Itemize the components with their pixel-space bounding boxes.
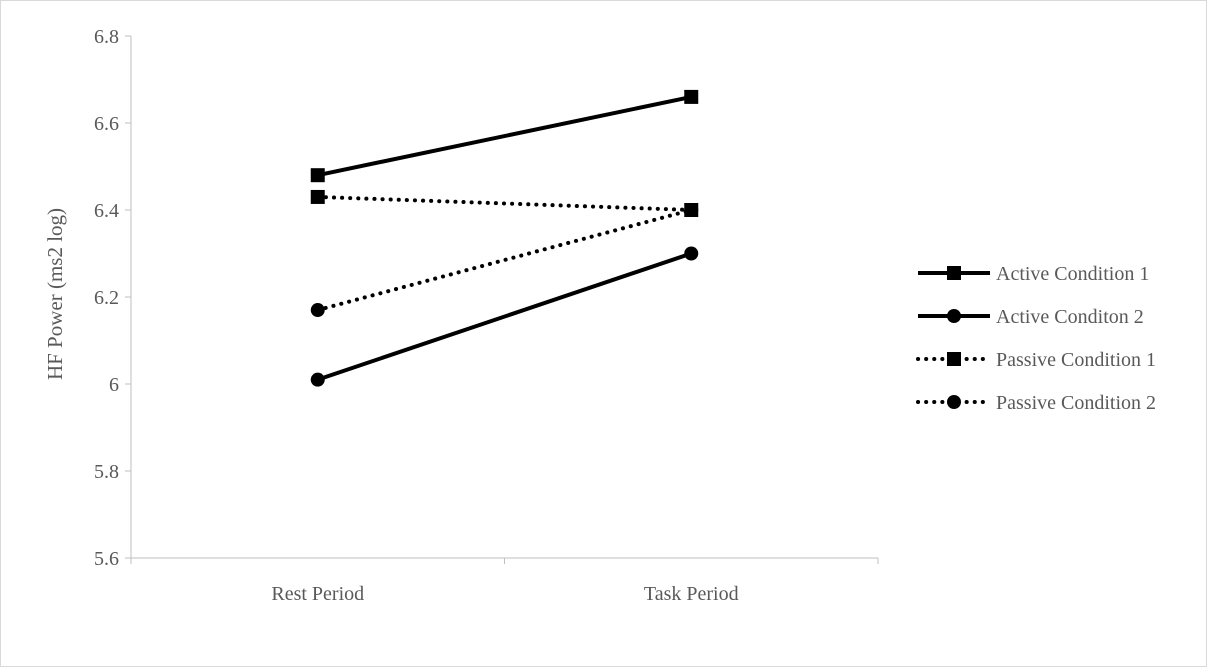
y-axis-title: HF Power (ms2 log) — [43, 208, 67, 380]
circle-marker — [684, 203, 699, 217]
square-marker — [947, 266, 961, 280]
series-1 — [310, 89, 699, 183]
circle-marker — [310, 303, 325, 318]
circle-marker — [947, 395, 961, 409]
legend-item: Active Condition 1 — [918, 263, 1149, 285]
legend-label: Passive Condition 2 — [996, 392, 1156, 414]
legend-label: Active Conditon 2 — [996, 306, 1144, 328]
x-tick-label: Task Period — [644, 583, 739, 605]
y-tick-label: 6.6 — [94, 113, 119, 135]
series-line — [317, 94, 692, 178]
circle-marker — [684, 246, 699, 261]
plot-series — [310, 89, 699, 387]
series-4 — [310, 203, 699, 318]
series-line — [315, 194, 694, 212]
x-axis: Rest Period Task Period — [130, 557, 879, 605]
legend-item: Passive Condition 1 — [916, 349, 1156, 371]
square-marker — [310, 189, 325, 204]
y-tick-label: 6.2 — [94, 287, 119, 309]
y-tick-label: 6 — [109, 374, 119, 396]
legend: Active Condition 1 Active Conditon 2 Passi… — [916, 263, 1156, 414]
legend-item: Active Conditon 2 — [918, 306, 1144, 328]
square-marker — [684, 89, 699, 104]
y-tick-label: 6.8 — [94, 26, 119, 48]
legend-label: Passive Condition 1 — [996, 349, 1156, 371]
square-marker — [947, 352, 961, 366]
series-3 — [310, 189, 699, 217]
legend-item: Passive Condition 2 — [916, 392, 1156, 414]
legend-label: Active Condition 1 — [996, 263, 1149, 285]
y-tick-label: 6.4 — [94, 200, 119, 222]
y-axis: 5.6 5.8 6 6.2 6.4 6.6 6.8 — [94, 26, 132, 570]
circle-marker — [310, 372, 325, 387]
square-marker — [310, 168, 325, 183]
x-tick-label: Rest Period — [271, 583, 364, 605]
circle-marker — [947, 309, 961, 323]
y-tick-label: 5.6 — [94, 548, 119, 570]
series-line — [317, 251, 692, 382]
series-line — [315, 208, 694, 313]
series-2 — [310, 246, 699, 387]
y-tick-label: 5.8 — [94, 461, 119, 483]
